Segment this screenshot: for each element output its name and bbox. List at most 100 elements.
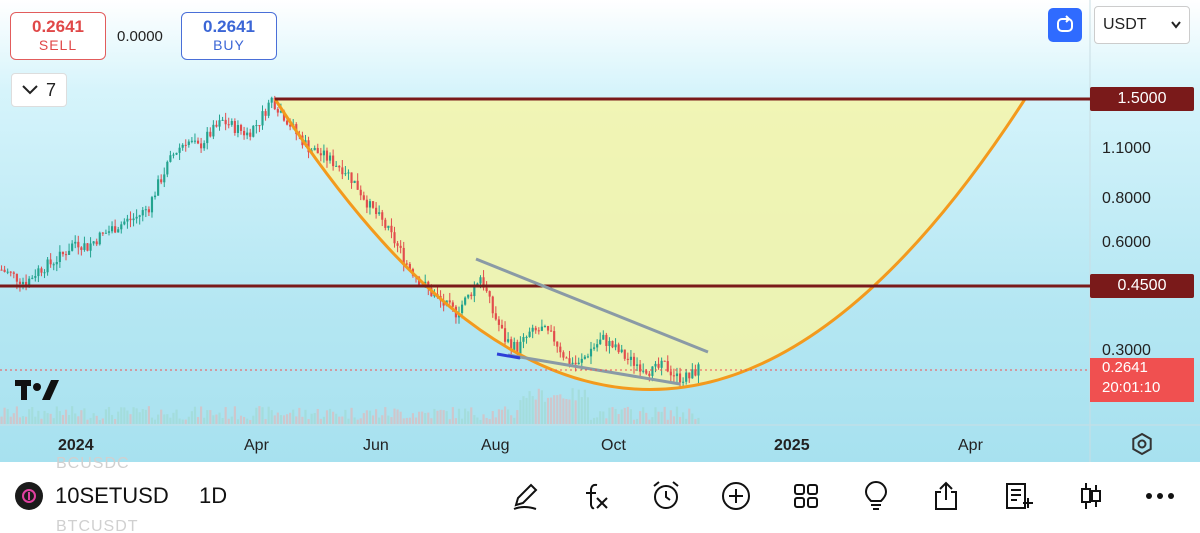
- volume-bar: [71, 406, 74, 424]
- candle-body: [605, 334, 608, 346]
- candle-body: [243, 130, 246, 136]
- volume-bar: [117, 411, 120, 424]
- candle-body: [666, 361, 669, 372]
- volume-bar: [424, 412, 427, 424]
- symbol-name[interactable]: 10SETUSD: [55, 483, 169, 508]
- candle-body: [37, 268, 40, 277]
- volume-bar: [261, 407, 264, 424]
- volume-bar: [697, 417, 700, 424]
- candle-body: [58, 251, 61, 263]
- sell-price: 0.2641: [32, 17, 84, 36]
- volume-bar: [21, 416, 25, 424]
- candle-body: [132, 218, 135, 221]
- candle-body: [565, 357, 568, 359]
- sell-button[interactable]: 0.2641 SELL: [10, 12, 106, 60]
- sync-icon: [1057, 15, 1073, 32]
- volume-bar: [467, 411, 470, 424]
- candle-body: [160, 179, 163, 183]
- add-button[interactable]: [718, 478, 754, 514]
- more-button[interactable]: [1142, 478, 1178, 514]
- bar-countdown: 20:01:10: [1102, 379, 1161, 396]
- volume-bar: [574, 400, 577, 424]
- timeframe-button[interactable]: 1D: [199, 483, 228, 508]
- candle-body: [375, 207, 378, 215]
- candle-body: [608, 340, 611, 346]
- candle-body: [635, 364, 639, 366]
- currency-select[interactable]: USDT: [1094, 6, 1190, 44]
- candle-body: [491, 296, 494, 314]
- candle-body: [31, 277, 34, 279]
- candle-body: [460, 304, 464, 314]
- volume-bar: [49, 413, 52, 424]
- candles-icon: [1081, 483, 1101, 509]
- volume-bar: [507, 409, 510, 424]
- ghost-symbol-top: BCUSDC: [56, 455, 130, 472]
- candle-body: [522, 337, 525, 342]
- share-button[interactable]: [928, 478, 964, 514]
- indicators-toggle[interactable]: 7: [11, 73, 67, 107]
- candle-body: [510, 339, 513, 350]
- volume-bar: [110, 414, 114, 424]
- volume-bar: [129, 414, 132, 424]
- volume-bar: [61, 414, 65, 424]
- candle-body: [620, 349, 623, 353]
- alert-button[interactable]: [648, 478, 684, 514]
- volume-bar: [365, 410, 368, 424]
- candle-body: [642, 370, 645, 372]
- volume-bar: [488, 419, 491, 424]
- volume-bar: [648, 419, 651, 424]
- watchlist-button[interactable]: [1001, 478, 1037, 514]
- candle-body: [672, 375, 675, 377]
- volume-bar: [212, 415, 215, 424]
- candle-body: [215, 124, 218, 127]
- layout-button[interactable]: [788, 478, 824, 514]
- volume-bar: [141, 409, 144, 424]
- sync-button[interactable]: [1048, 8, 1082, 42]
- chart-type-button[interactable]: [1073, 478, 1109, 514]
- volume-bar: [470, 407, 473, 424]
- candle-body: [632, 356, 636, 366]
- volume-bar: [0, 416, 3, 424]
- candle-body: [525, 336, 528, 338]
- axis-settings-icon[interactable]: [1132, 432, 1152, 456]
- volume-bar: [629, 409, 632, 424]
- candle-body: [64, 254, 68, 256]
- volume-bar: [632, 419, 636, 424]
- x-tick-label: 2024: [58, 437, 94, 454]
- volume-bar: [476, 417, 479, 424]
- candle-body: [571, 362, 574, 364]
- candle-body: [239, 125, 243, 131]
- volume-bar: [617, 414, 620, 424]
- candle-body: [83, 243, 86, 250]
- indicators-button[interactable]: [577, 478, 613, 514]
- candle-body: [209, 131, 212, 137]
- volume-bar: [666, 419, 669, 424]
- volume-bar: [519, 400, 522, 424]
- volume-bar: [623, 407, 626, 424]
- ideas-button[interactable]: [858, 478, 894, 514]
- chart-area[interactable]: 1.1000 0.8000 0.6000 0.3000 2024 Apr Jun…: [0, 0, 1200, 462]
- volume-bar: [138, 412, 141, 424]
- volume-bar: [52, 418, 55, 424]
- volume-bar: [663, 406, 666, 424]
- candle-body: [479, 277, 482, 284]
- candle-body: [141, 210, 144, 216]
- candle-body: [448, 300, 451, 303]
- candle-body: [172, 154, 175, 156]
- candle-body: [543, 326, 547, 328]
- volume-bar: [654, 407, 657, 424]
- volume-bar: [479, 419, 482, 424]
- chart-canvas[interactable]: 1.1000 0.8000 0.6000 0.3000 2024 Apr Jun…: [0, 0, 1200, 462]
- candle-body: [282, 110, 286, 121]
- volume-bar: [359, 418, 362, 424]
- draw-tool-button[interactable]: [507, 478, 543, 514]
- level-tag-1-5: 1.5000: [1090, 87, 1194, 111]
- candle-body: [289, 124, 292, 127]
- volume-bar: [482, 414, 485, 424]
- candle-body: [249, 132, 252, 137]
- candle-body: [559, 346, 562, 353]
- candle-body: [43, 272, 46, 274]
- volume-bar: [356, 419, 359, 424]
- buy-button[interactable]: 0.2641 BUY: [181, 12, 277, 60]
- volume-bar: [568, 399, 571, 424]
